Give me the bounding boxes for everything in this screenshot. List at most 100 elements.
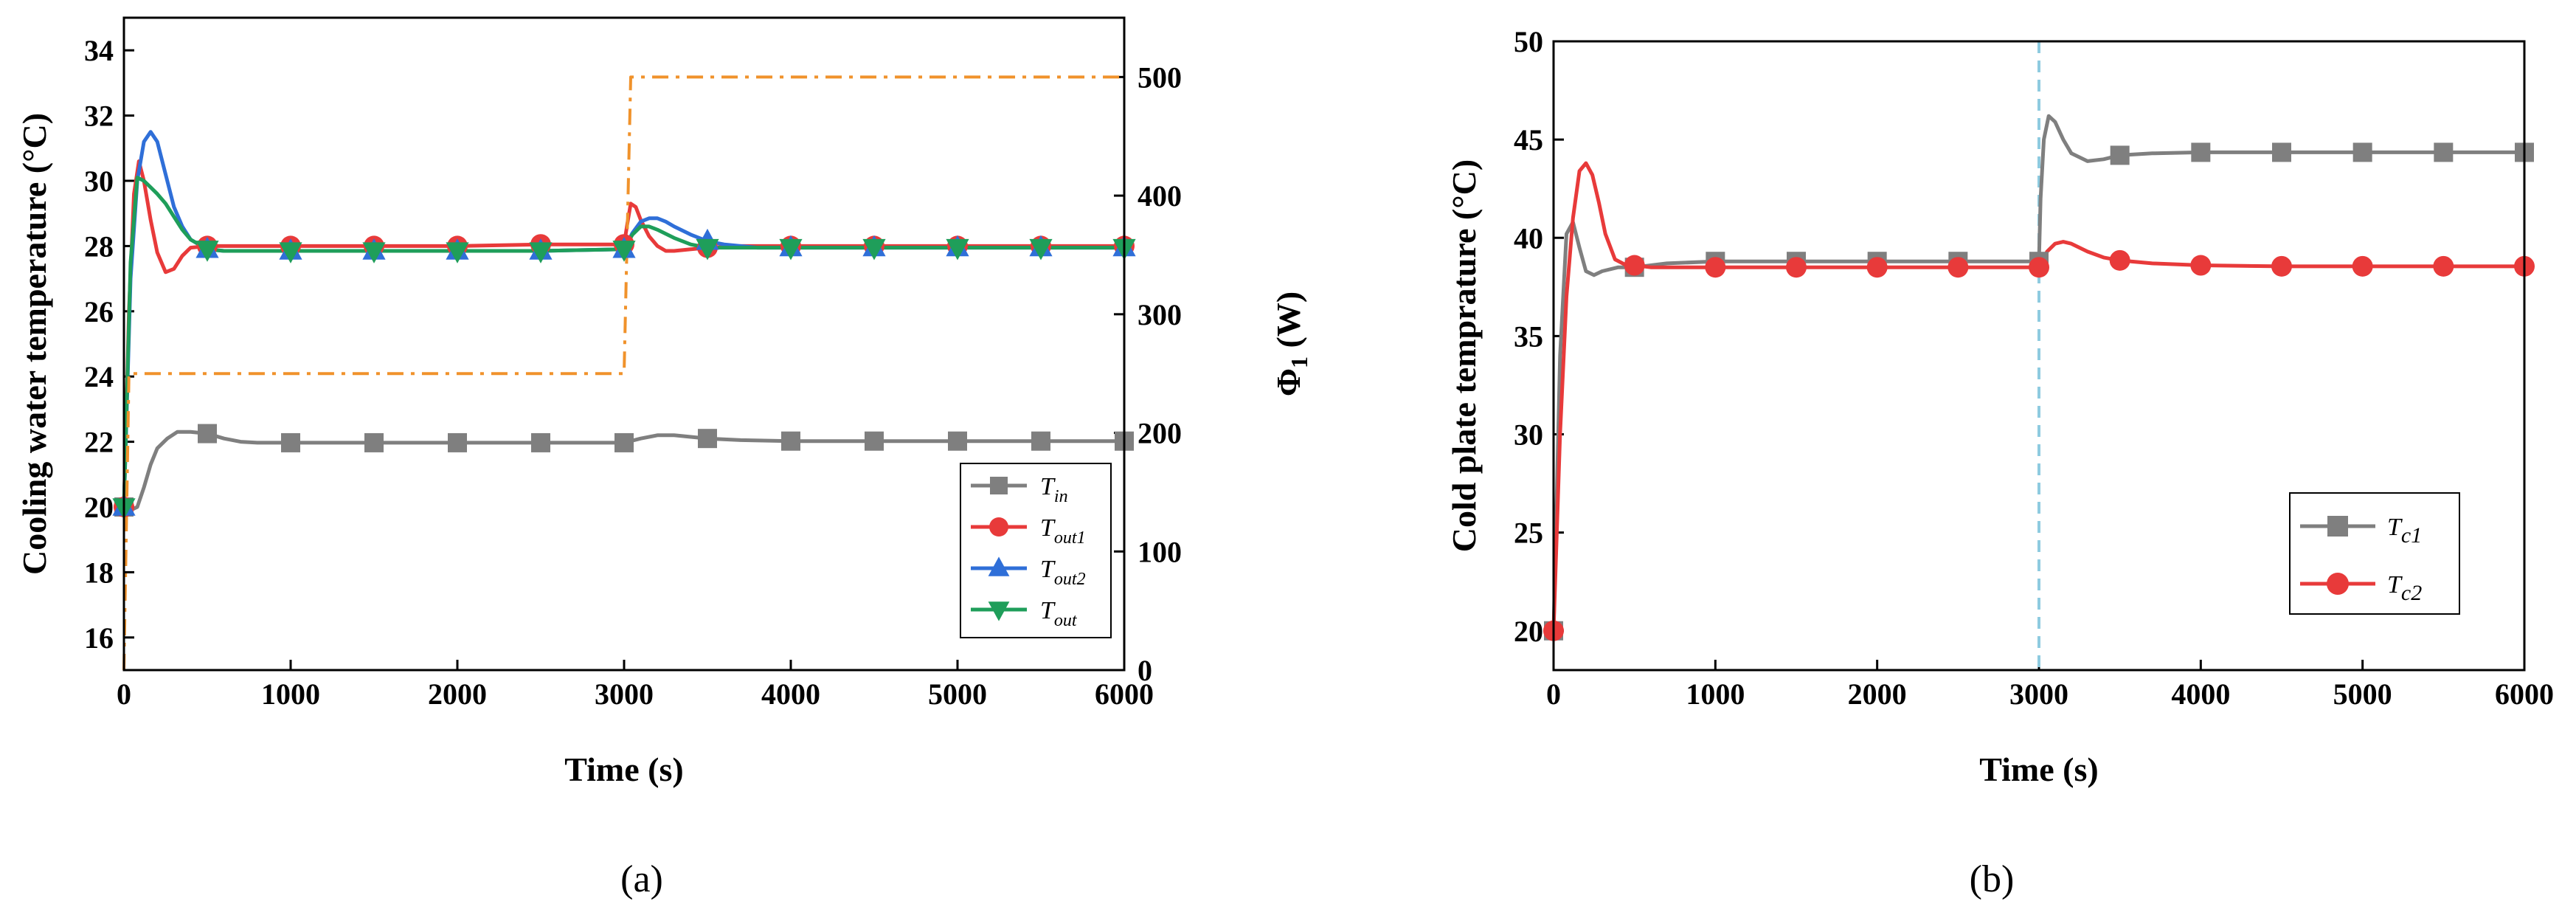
y-tick-label: 20 — [1514, 615, 1543, 648]
x-tick-label: 4000 — [2171, 677, 2230, 711]
chart-a-x-axis-title: Time (s) — [564, 751, 683, 788]
chart-a-plot-frame — [122, 16, 1126, 672]
data-point-marker — [2272, 142, 2291, 162]
y2-tick-label: 100 — [1138, 535, 1182, 568]
data-point-marker — [362, 242, 386, 263]
data-point-marker — [2434, 142, 2454, 162]
data-point-marker — [862, 238, 886, 261]
data-point-marker — [446, 242, 469, 263]
legend-label: Tout2 — [1040, 556, 1086, 589]
data-point-marker — [946, 238, 969, 261]
data-point-marker — [1786, 257, 1807, 278]
x-tick-label: 0 — [117, 677, 131, 711]
x-tick-label: 1000 — [261, 677, 320, 711]
data-point-marker — [1029, 238, 1053, 261]
legend-marker — [2327, 573, 2349, 595]
chart-b-legend: Tc1 Tc2 — [2289, 492, 2460, 615]
y-tick-label: 18 — [84, 556, 114, 589]
x-tick-label: 0 — [1546, 677, 1561, 711]
data-point-marker — [696, 238, 719, 261]
chart-a: 0 1000 2000 3000 4000 5000 6000161820222426283… — [15, 16, 1312, 900]
x-tick-label: 3000 — [595, 677, 654, 711]
y-tick-label: 24 — [84, 360, 114, 393]
data-point-marker — [281, 432, 300, 452]
panel-a-label: (a) — [620, 858, 663, 900]
data-point-marker — [614, 432, 634, 452]
data-point-marker — [279, 242, 302, 263]
series-line — [1551, 161, 2524, 631]
data-point-marker — [2352, 255, 2373, 277]
chart-a-y2-axis-subscript: 1 — [1286, 356, 1312, 368]
y-tick-label: 16 — [84, 621, 114, 655]
chart-b-tick-labels: 0 1000 2000 3000 4000 5000 6000 20 25 30 35 40 45 50 — [1514, 25, 2554, 711]
x-tick-label: 6000 — [1095, 677, 1154, 711]
data-point-marker — [1624, 255, 1645, 276]
chart-b: 0 1000 2000 3000 4000 5000 600020253035404550 … — [1445, 25, 2554, 900]
x-tick-label: 1000 — [1686, 677, 1745, 711]
y-tick-label: 45 — [1514, 123, 1543, 156]
chart-a-y2-axis-unit: (W) — [1270, 292, 1307, 356]
x-tick-label: 2000 — [1848, 677, 1907, 711]
data-point-marker — [1031, 431, 1050, 451]
data-point-marker — [612, 241, 636, 262]
series-line — [122, 159, 1124, 508]
legend-marker — [2327, 516, 2348, 537]
chart-a-y-axis-title: Cooling water temperature (°C) — [15, 113, 53, 575]
x-tick-label: 4000 — [761, 677, 820, 711]
y-tick-label: 30 — [84, 165, 114, 198]
y2-tick-label: 300 — [1138, 298, 1182, 331]
y-tick-label: 26 — [84, 295, 114, 328]
legend-label: Tout — [1040, 597, 1078, 630]
x-tick-label: 5000 — [928, 677, 987, 711]
x-tick-label: 2000 — [428, 677, 487, 711]
x-tick-label: 5000 — [2333, 677, 2392, 711]
y-tick-label: 25 — [1514, 517, 1543, 550]
y-tick-label: 22 — [84, 426, 114, 459]
chart-a-markers — [112, 228, 1136, 520]
data-point-marker — [1866, 257, 1888, 278]
y-tick-label: 28 — [84, 230, 114, 263]
data-point-marker — [948, 431, 967, 451]
y-tick-label: 32 — [84, 100, 114, 133]
chart-a-tick-labels: 0 1000 2000 3000 4000 5000 6000161820222426283… — [84, 34, 1182, 711]
data-point-marker — [531, 432, 550, 452]
data-point-marker — [865, 431, 884, 451]
data-point-marker — [2109, 249, 2130, 271]
chart-a-y2-axis-symbol: Φ — [1270, 368, 1307, 396]
chart-b-plot-frame — [1552, 40, 2526, 672]
data-point-marker — [364, 432, 384, 452]
chart-b-markers — [1543, 142, 2535, 641]
y-tick-label: 35 — [1514, 320, 1543, 353]
series-line — [122, 75, 1124, 671]
legend-label: Tc1 — [2387, 514, 2422, 548]
chart-a-legend: Tin Tout1 Tout2 Tout — [960, 463, 1112, 638]
chart-a-y2-axis-title: Φ1 (W) — [1270, 292, 1312, 396]
chart-b-legend-box — [2289, 492, 2460, 615]
data-point-marker — [198, 424, 217, 444]
legend-marker — [988, 601, 1010, 621]
y2-tick-label: 200 — [1138, 417, 1182, 450]
data-point-marker — [448, 432, 467, 452]
data-point-marker — [2191, 142, 2211, 162]
y-tick-label: 40 — [1514, 221, 1543, 255]
data-point-marker — [1947, 257, 1969, 278]
data-point-marker — [2029, 257, 2049, 278]
legend-marker — [988, 556, 1010, 576]
legend-label: Tin — [1040, 473, 1068, 506]
legend-marker — [989, 517, 1008, 537]
chart-a-legend-box — [960, 463, 1112, 638]
data-point-marker — [698, 429, 717, 449]
chart-b-y-axis-title: Cold plate temprature (°C) — [1445, 159, 1483, 552]
y-tick-label: 50 — [1514, 25, 1543, 58]
y2-tick-label: 0 — [1138, 654, 1152, 687]
legend-marker — [990, 477, 1008, 494]
data-point-marker — [529, 242, 553, 263]
y-tick-label: 30 — [1514, 418, 1543, 452]
panel-b-label: (b) — [1970, 858, 2015, 900]
data-point-marker — [2190, 255, 2212, 276]
y-tick-label: 20 — [84, 491, 114, 524]
data-point-marker — [195, 241, 219, 262]
legend-label: Tc2 — [2387, 571, 2422, 605]
data-point-marker — [2352, 142, 2372, 162]
